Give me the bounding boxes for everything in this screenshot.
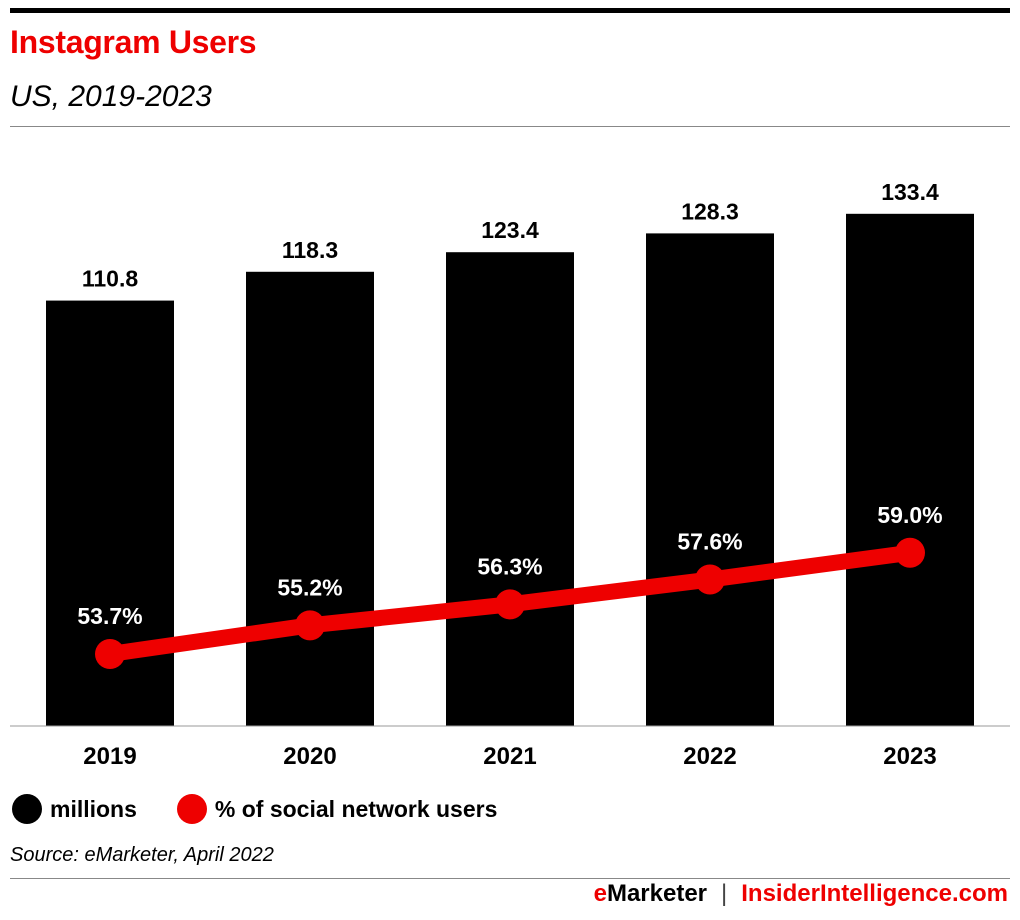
legend-swatch-percent	[176, 794, 207, 824]
legend-item-percent: % of social network users	[176, 794, 498, 824]
line-point-2021	[495, 589, 525, 620]
legend-item-millions: millions	[12, 794, 137, 824]
chart-title: Instagram Users	[10, 24, 257, 60]
bar-2023	[846, 213, 974, 727]
header-divider	[10, 126, 1010, 127]
bar-value-label-2022: 128.3	[681, 198, 739, 224]
bar-2021	[446, 252, 574, 727]
legend-label-percent: % of social network users	[214, 795, 498, 822]
bar-2020	[246, 271, 374, 726]
footer-separator: |	[721, 880, 728, 907]
x-tick-label-2022: 2022	[683, 743, 736, 770]
legend-swatch-millions	[12, 794, 42, 824]
line-point-2019	[95, 639, 125, 669]
bar-value-label-2021: 123.4	[481, 217, 539, 243]
bar-value-label-2023: 133.4	[881, 179, 939, 205]
legend-label-millions: millions	[50, 795, 137, 822]
brand-name: Marketer	[606, 880, 708, 907]
bar-2022	[646, 233, 774, 726]
line-point-2022	[695, 564, 725, 595]
line-point-2020	[295, 610, 325, 641]
top-rule	[10, 8, 1010, 13]
line-value-label-2019: 53.7%	[77, 603, 142, 629]
bar-value-label-2019: 110.8	[82, 266, 138, 292]
x-tick-label-2019: 2019	[83, 743, 136, 770]
line-value-label-2020: 55.2%	[277, 574, 342, 600]
brand-e: e	[593, 880, 607, 907]
footer-divider	[10, 878, 1010, 879]
bar-value-label-2020: 118.3	[282, 237, 338, 263]
x-tick-label-2021: 2021	[483, 743, 536, 770]
source-note: Source: eMarketer, April 2022	[10, 844, 274, 866]
line-value-label-2022: 57.6%	[677, 529, 742, 555]
x-tick-label-2020: 2020	[283, 743, 336, 770]
line-value-label-2021: 56.3%	[477, 553, 542, 579]
footer-site-link[interactable]: InsiderIntelligence.com	[741, 880, 1008, 907]
line-value-label-2023: 59.0%	[877, 502, 942, 528]
x-tick-label-2023: 2023	[883, 743, 936, 770]
legend: millions % of social network users	[12, 792, 537, 826]
combo-chart: 110.8 2019 118.3 2020 123.4 2021 128.3 2022 133.…	[10, 179, 1010, 770]
footer-brand: e Marketer | InsiderIntelligence.com	[594, 880, 1008, 908]
line-point-2023	[895, 537, 925, 568]
chart-subtitle: US, 2019-2023	[10, 80, 212, 113]
